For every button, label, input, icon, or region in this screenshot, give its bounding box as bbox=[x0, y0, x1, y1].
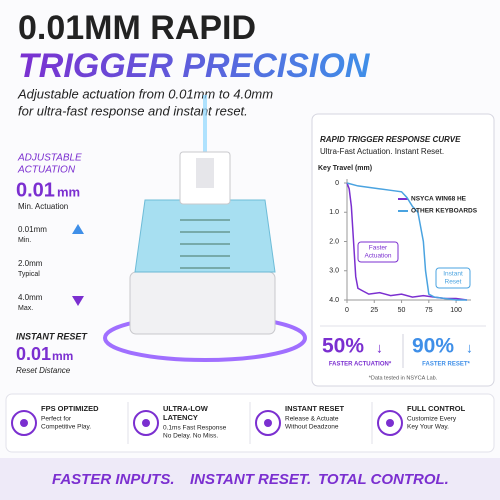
footer-text: TOTAL CONTROL. bbox=[318, 471, 449, 488]
actuation-caption: Min. Actuation bbox=[18, 202, 68, 211]
y-tick-label: 2.0 bbox=[329, 238, 339, 245]
feature-text: Without Deadzone bbox=[285, 424, 339, 431]
feature-text: Perfect for bbox=[41, 416, 72, 423]
y-axis-label: Key Travel (mm) bbox=[318, 165, 372, 172]
scale-caption: Min. bbox=[18, 237, 31, 244]
y-tick-label: 4.0 bbox=[329, 297, 339, 304]
legend-label: OTHER KEYBOARDS bbox=[411, 208, 478, 215]
footer-text: FASTER INPUTS. bbox=[52, 471, 175, 488]
reset-value: 0.01 bbox=[16, 344, 51, 364]
feature-title: LATENCY bbox=[163, 413, 198, 422]
reset-unit: mm bbox=[52, 349, 73, 363]
chart-panel bbox=[311, 113, 495, 387]
feature-icon bbox=[142, 419, 150, 427]
chart-title: RAPID TRIGGER RESPONSE CURVE bbox=[320, 135, 461, 144]
actuation-unit: mm bbox=[57, 184, 80, 199]
x-tick-label: 50 bbox=[398, 307, 406, 314]
y-tick-label: 0 bbox=[335, 180, 339, 187]
x-tick-label: 75 bbox=[425, 307, 433, 314]
scale-value: 4.0mm bbox=[18, 293, 43, 302]
reset-caption: Reset Distance bbox=[16, 366, 71, 375]
feature-text: No Delay. No Miss. bbox=[163, 433, 218, 440]
stat-label: FASTER ACTUATION* bbox=[329, 362, 392, 368]
footer-band bbox=[0, 458, 500, 500]
stat-label: FASTER RESET* bbox=[422, 362, 470, 368]
feature-title: INSTANT RESET bbox=[285, 404, 344, 413]
y-tick-label: 3.0 bbox=[329, 268, 339, 275]
feature-icon bbox=[20, 419, 28, 427]
annotation: Instant bbox=[443, 271, 463, 278]
feature-icon bbox=[377, 410, 403, 436]
annotation: Faster bbox=[369, 245, 388, 252]
feature-icon bbox=[133, 410, 159, 436]
x-tick-label: 25 bbox=[370, 307, 378, 314]
x-tick-label: 0 bbox=[345, 307, 349, 314]
annotation: Actuation bbox=[364, 253, 391, 260]
title: TRIGGER PRECISION bbox=[18, 47, 371, 85]
feature-text: Release & Actuate bbox=[285, 416, 339, 423]
feature-icon bbox=[264, 419, 272, 427]
x-tick-label: 100 bbox=[450, 307, 462, 314]
series-line bbox=[346, 182, 467, 301]
stats-note: *Data tested in NSYCA Lab. bbox=[369, 375, 438, 381]
y-tick-label: 1.0 bbox=[329, 209, 339, 216]
switch-illustration bbox=[103, 95, 307, 362]
title: 0.01MM RAPID bbox=[18, 9, 256, 47]
stat-arrow: ↓ bbox=[376, 340, 383, 356]
stat-value: 90% bbox=[412, 335, 454, 358]
subtitle: Adjustable actuation from 0.01mm to 4.0m… bbox=[17, 86, 273, 101]
feature-text: Key Your Way. bbox=[407, 424, 449, 431]
feature-title: ULTRA-LOW bbox=[163, 404, 209, 413]
actuation-label: ADJUSTABLE bbox=[17, 153, 82, 164]
feature-text: Customize Every bbox=[407, 416, 457, 423]
feature-icon bbox=[11, 410, 37, 436]
actuation-label: ACTUATION bbox=[17, 165, 76, 176]
scale-arrow bbox=[72, 224, 84, 306]
feature-title: FULL CONTROL bbox=[407, 404, 466, 413]
subtitle: for ultra-fast response and instant rese… bbox=[18, 103, 248, 118]
chart-subtitle: Ultra-Fast Actuation. Instant Reset. bbox=[320, 147, 444, 156]
stat-value: 50% bbox=[322, 335, 364, 358]
reset-label: INSTANT RESET bbox=[16, 331, 88, 341]
feature-icon bbox=[255, 410, 281, 436]
stat-arrow: ↓ bbox=[466, 340, 473, 356]
footer-text: INSTANT RESET. bbox=[190, 471, 311, 488]
scale-caption: Max. bbox=[18, 305, 33, 312]
legend-label: NSYCA WIN68 HE bbox=[411, 196, 467, 203]
annotation-box bbox=[357, 241, 399, 263]
scale-caption: Typical bbox=[18, 271, 40, 278]
annotation: Reset bbox=[445, 279, 462, 286]
scale-value: 0.01mm bbox=[18, 225, 47, 234]
feature-text: 0.1ms Fast Response bbox=[163, 425, 227, 432]
actuation-value: 0.01 bbox=[16, 179, 55, 201]
feature-text: Competitive Play. bbox=[41, 424, 91, 431]
feature-icon bbox=[386, 419, 394, 427]
feature-title: FPS OPTIMIZED bbox=[41, 404, 99, 413]
annotation-box bbox=[435, 267, 471, 289]
scale-value: 2.0mm bbox=[18, 259, 43, 268]
